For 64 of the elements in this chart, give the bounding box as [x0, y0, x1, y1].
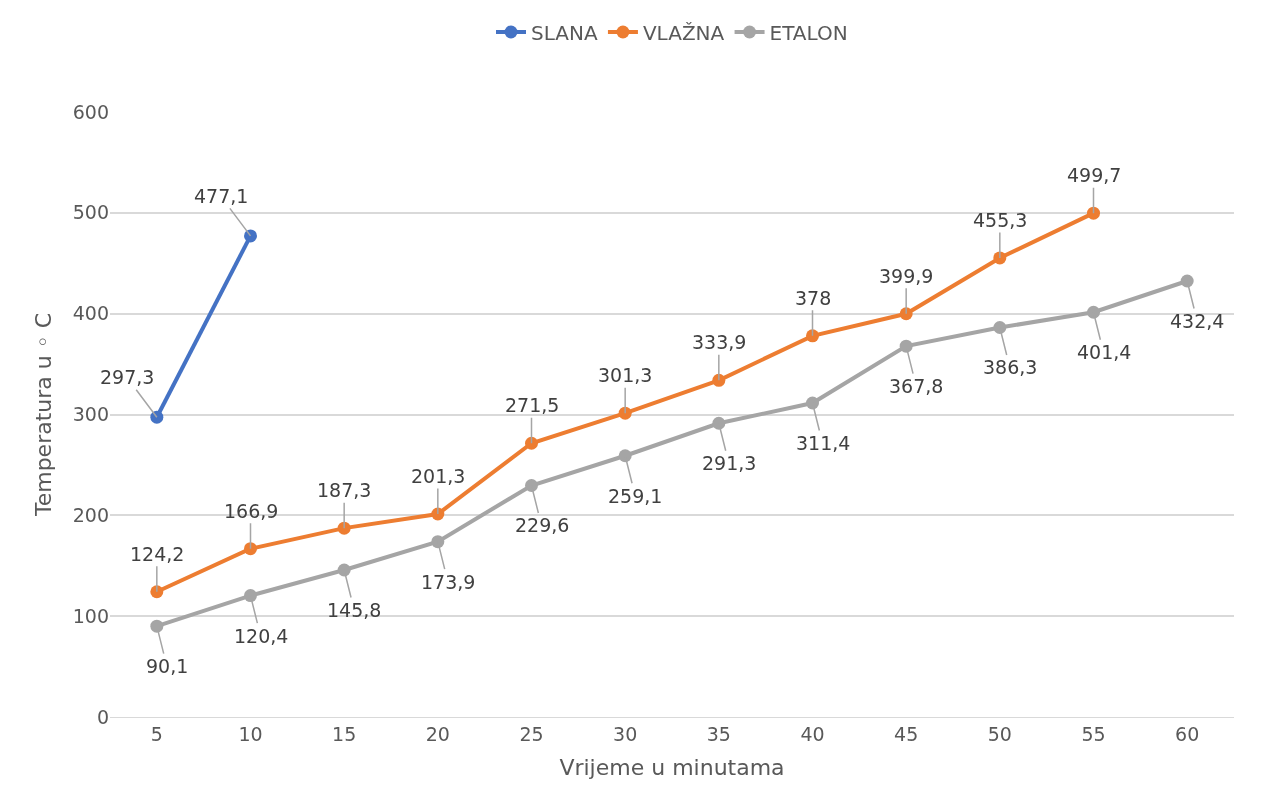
data-label: 166,9: [224, 500, 279, 522]
point: [1087, 305, 1100, 319]
point: [244, 229, 257, 243]
data-label: 173,9: [421, 571, 476, 593]
x-tick-label: 5: [150, 722, 163, 745]
legend-label: ETALON: [769, 20, 848, 45]
point: [150, 619, 164, 633]
data-label: 90,1: [146, 655, 189, 677]
x-tick-label: 50: [987, 722, 1012, 745]
data-label: 120,4: [234, 625, 289, 647]
point: [618, 449, 632, 463]
data-label: 386,3: [983, 356, 1038, 378]
data-label: 145,8: [327, 599, 382, 621]
point: [806, 396, 819, 410]
y-tick-label: 500: [72, 201, 109, 224]
x-tick-label: 15: [332, 722, 357, 745]
data-label: 301,3: [598, 364, 653, 386]
point: [525, 478, 538, 492]
data-label: 367,8: [889, 375, 944, 397]
data-label: 297,3: [100, 366, 155, 388]
y-tick-label: 200: [72, 503, 109, 526]
x-tick-label: 40: [800, 722, 825, 745]
x-tick-label: 45: [894, 722, 919, 745]
y-tick-label: 100: [72, 604, 109, 627]
data-label: 477,1: [194, 185, 249, 207]
data-label: 333,9: [692, 331, 747, 353]
point: [806, 329, 819, 343]
x-tick-label: 20: [425, 722, 450, 745]
data-label: 187,3: [317, 479, 372, 501]
point: [1087, 206, 1100, 220]
legend-label: SLANA: [531, 20, 598, 45]
y-axis-title: Temperatura u ◦ C: [30, 312, 56, 518]
data-label: 271,5: [505, 394, 560, 416]
x-tick-label: 30: [613, 722, 638, 745]
x-tick-label: 25: [519, 722, 544, 745]
point: [712, 416, 726, 430]
x-tick-label: 55: [1081, 722, 1106, 745]
y-tick-label: 0: [96, 705, 109, 728]
y-tick-label: 400: [72, 302, 109, 325]
x-tick-label: 10: [238, 722, 263, 745]
x-tick-label: 35: [706, 722, 731, 745]
y-tick-label: 300: [72, 403, 109, 426]
data-label: 401,4: [1077, 341, 1132, 363]
point: [431, 535, 445, 549]
data-label: 311,4: [796, 432, 851, 454]
point: [244, 542, 257, 556]
x-axis-title: Vrijeme u minutama: [559, 754, 785, 780]
point: [525, 436, 538, 450]
data-label: 291,3: [702, 452, 757, 474]
data-label: 378: [795, 287, 832, 309]
legend-label: VLAŽNA: [642, 20, 725, 45]
y-tick-label: 600: [72, 100, 109, 123]
data-label: 259,1: [608, 485, 663, 507]
data-label: 201,3: [411, 465, 466, 487]
point: [993, 320, 1007, 334]
point: [244, 589, 257, 603]
data-label: 499,7: [1067, 164, 1122, 186]
point: [150, 410, 164, 424]
data-label: 455,3: [973, 209, 1028, 231]
x-tick-label: 60: [1175, 722, 1200, 745]
data-label: 399,9: [879, 265, 934, 287]
data-label: 432,4: [1170, 310, 1225, 332]
data-label: 229,6: [515, 514, 570, 536]
data-label: 124,2: [130, 543, 185, 565]
